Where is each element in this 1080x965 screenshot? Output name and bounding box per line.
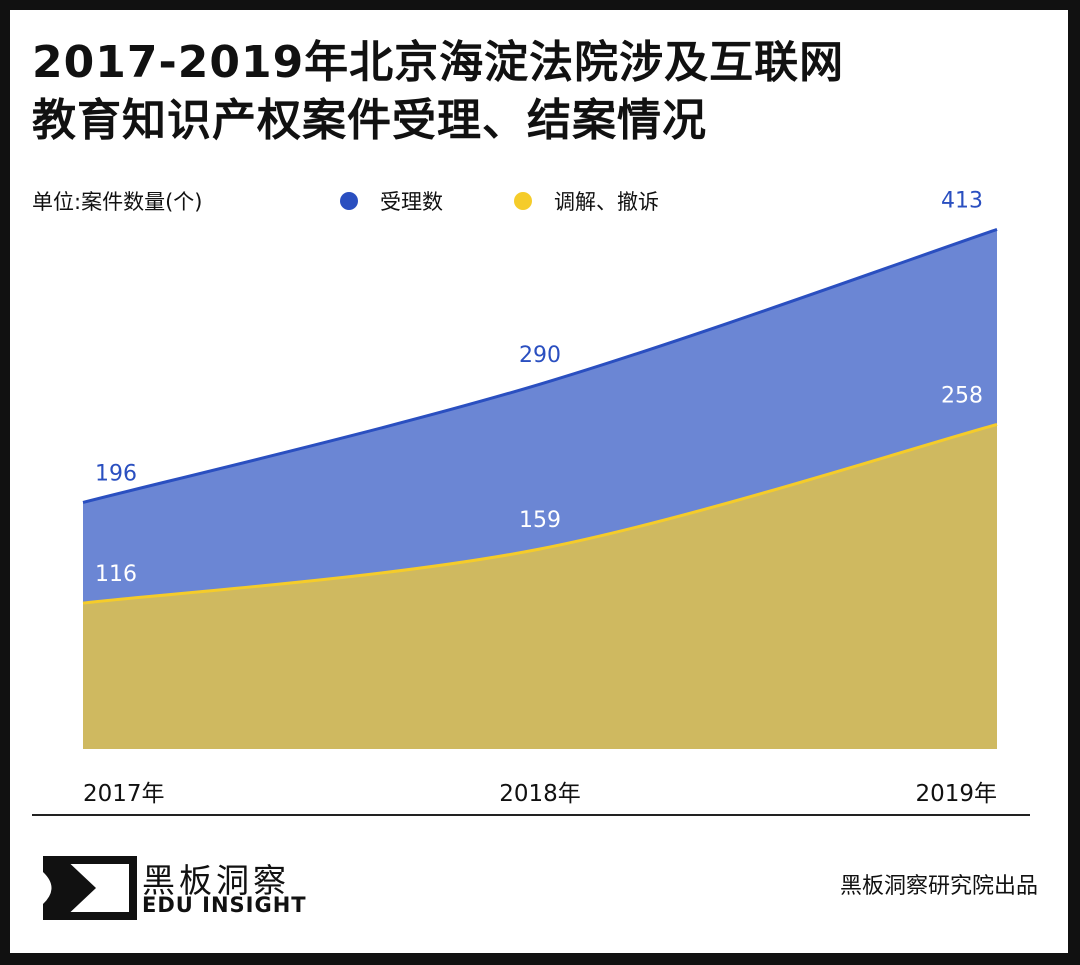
unit-label: 单位:案件数量(个) — [32, 190, 203, 214]
data-label: 159 — [519, 508, 561, 533]
legend-item-mediated: 调解、撤诉 — [514, 186, 659, 216]
chart-title: 2017-2019年北京海淀法院涉及互联网 教育知识产权案件受理、结案情况 — [32, 34, 844, 150]
line-series-0 — [82, 228, 998, 504]
x-tick-label: 2019年 — [915, 781, 997, 807]
x-tick-label: 2018年 — [499, 781, 581, 807]
logo-en: EDU INSIGHT — [142, 893, 307, 917]
divider — [32, 814, 1030, 816]
title-line-1: 2017-2019年北京海淀法院涉及互联网 — [32, 37, 845, 88]
data-label: 196 — [95, 461, 137, 486]
legend-label: 调解、撤诉 — [554, 190, 659, 214]
title-line-2: 教育知识产权案件受理、结案情况 — [32, 95, 707, 146]
legend-marker — [514, 192, 532, 210]
data-label: 290 — [519, 343, 561, 368]
area-series-1 — [83, 424, 997, 749]
data-label: 116 — [95, 562, 137, 587]
line-series-1 — [82, 422, 998, 605]
data-label: 413 — [941, 188, 983, 213]
credit-text: 黑板洞察研究院出品 — [839, 874, 1038, 899]
legend-item-accepted: 受理数 — [340, 186, 443, 216]
x-tick-label: 2017年 — [83, 781, 165, 807]
legend-label: 受理数 — [380, 190, 443, 214]
data-label: 258 — [941, 383, 983, 408]
legend-marker — [340, 192, 358, 210]
logo-cn: 黑板洞察 — [142, 861, 290, 900]
